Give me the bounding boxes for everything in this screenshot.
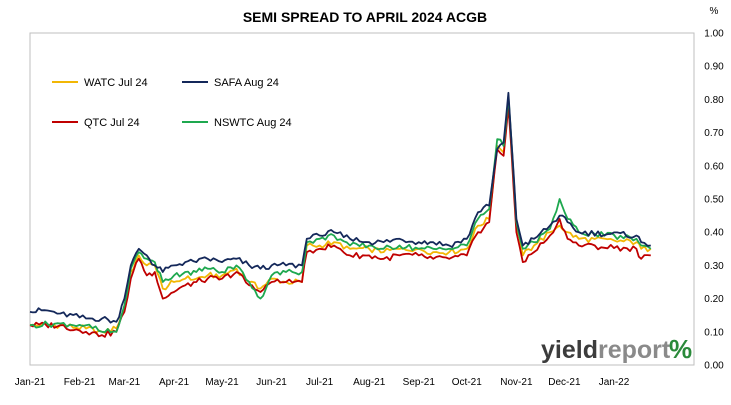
- x-tick-label: Jan-21: [15, 377, 46, 388]
- x-tick-label: Jun-21: [256, 377, 287, 388]
- series-line-2: [29, 105, 651, 338]
- x-tick-label: Nov-21: [500, 377, 533, 388]
- y-tick-label: 0.10: [704, 327, 724, 338]
- x-axis: Jan-21 Feb-21 Mar-21 Apr-21 May-21 Jun-21 Jul-…: [15, 377, 630, 388]
- legend-label-0: WATC Jul 24: [84, 77, 148, 89]
- x-tick-label: Sep-21: [403, 377, 436, 388]
- series-line-3: [29, 95, 652, 334]
- legend-label-3: NSWTC Aug 24: [214, 117, 292, 129]
- series-line-0: [29, 98, 652, 335]
- legend-label-2: QTC Jul 24: [84, 117, 140, 129]
- y-tick-label: 0.20: [704, 294, 724, 305]
- y-tick-label: 0.80: [704, 95, 724, 106]
- x-tick-label: Aug-21: [353, 377, 386, 388]
- y-tick-label: 0.50: [704, 195, 724, 206]
- yieldreport-logo: yieldreport %: [541, 334, 692, 364]
- y-tick-label: 0.60: [704, 161, 724, 172]
- x-tick-label: Jul-21: [306, 377, 334, 388]
- chart-title: SEMI SPREAD TO APRIL 2024 ACGB: [243, 9, 487, 25]
- y-tick-label: 0.30: [704, 261, 724, 272]
- y-axis: 0.00 0.10 0.20 0.30 0.40 0.50 0.60 0.70 0.80 0.90…: [704, 29, 724, 372]
- x-tick-label: Apr-21: [159, 377, 189, 388]
- x-tick-label: Feb-21: [64, 377, 96, 388]
- series-lines: [29, 91, 652, 338]
- series-line-1: [29, 91, 651, 324]
- y-tick-label: 1.00: [704, 29, 724, 40]
- x-tick-label: Jan-22: [599, 377, 630, 388]
- legend: WATC Jul 24 SAFA Aug 24 QTC Jul 24 NSWTC Au…: [52, 77, 292, 129]
- x-tick-label: Dec-21: [548, 377, 581, 388]
- x-tick-label: May-21: [205, 377, 239, 388]
- legend-label-1: SAFA Aug 24: [214, 77, 279, 89]
- y-axis-unit: %: [710, 6, 719, 17]
- logo-percent-sign: %: [669, 334, 692, 364]
- logo-text-yield: yield: [541, 336, 598, 364]
- logo-text-report: report: [598, 336, 671, 364]
- y-tick-label: 0.40: [704, 228, 724, 239]
- y-tick-label: 0.70: [704, 128, 724, 139]
- plot-area-border: [29, 32, 695, 366]
- x-tick-label: Mar-21: [109, 377, 141, 388]
- y-tick-label: 0.90: [704, 62, 724, 73]
- y-tick-label: 0.00: [704, 361, 724, 372]
- logo-text: yieldreport: [541, 336, 671, 364]
- x-tick-label: Oct-21: [452, 377, 482, 388]
